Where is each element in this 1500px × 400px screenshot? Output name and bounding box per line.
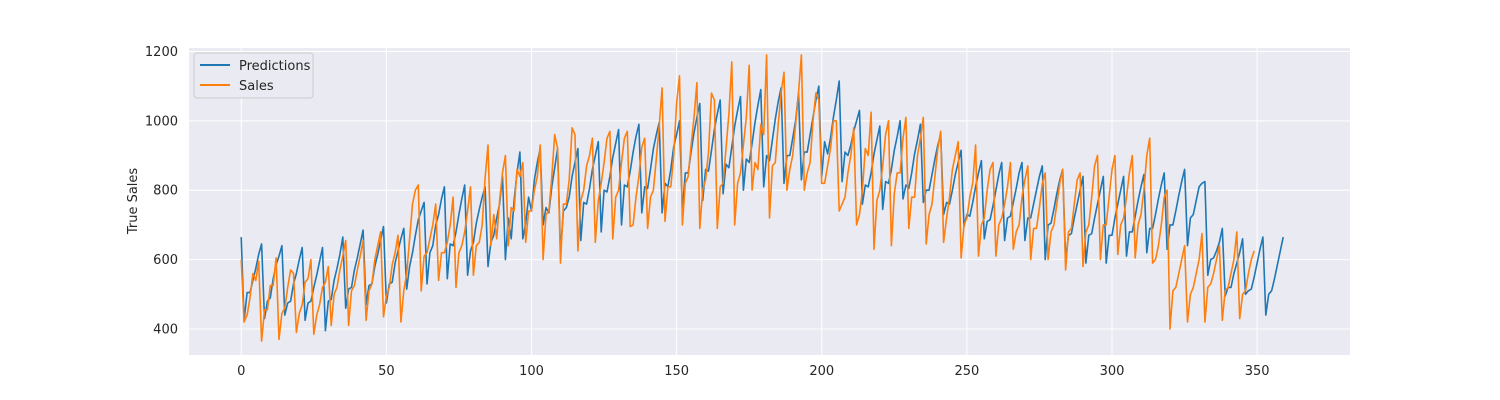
legend: Predictions Sales: [193, 52, 314, 99]
series-layer: [240, 54, 1284, 342]
legend-label-predictions: Predictions: [239, 59, 311, 74]
y-tick-label: 600: [153, 253, 178, 268]
x-tick-label: 200: [809, 364, 834, 379]
y-tick-label: 400: [153, 322, 178, 337]
tick-labels: 0 50 100 150 200 250 300 350 400 600 800 1000 1200: [145, 45, 1270, 379]
x-tick-label: 300: [1100, 364, 1125, 379]
series-line-sales: [240, 54, 1255, 342]
y-tick-label: 1000: [145, 114, 178, 129]
x-tick-label: 250: [954, 364, 979, 379]
series-line-predictions: [240, 80, 1284, 332]
x-tick-label: 150: [664, 364, 689, 379]
y-tick-label: 1200: [145, 45, 178, 60]
x-tick-label: 100: [519, 364, 544, 379]
x-tick-label: 350: [1245, 364, 1270, 379]
legend-label-sales: Sales: [239, 79, 274, 94]
y-axis-title: True Sales: [126, 168, 141, 236]
x-tick-label: 0: [237, 364, 245, 379]
y-tick-label: 800: [153, 184, 178, 199]
x-tick-label: 50: [378, 364, 395, 379]
